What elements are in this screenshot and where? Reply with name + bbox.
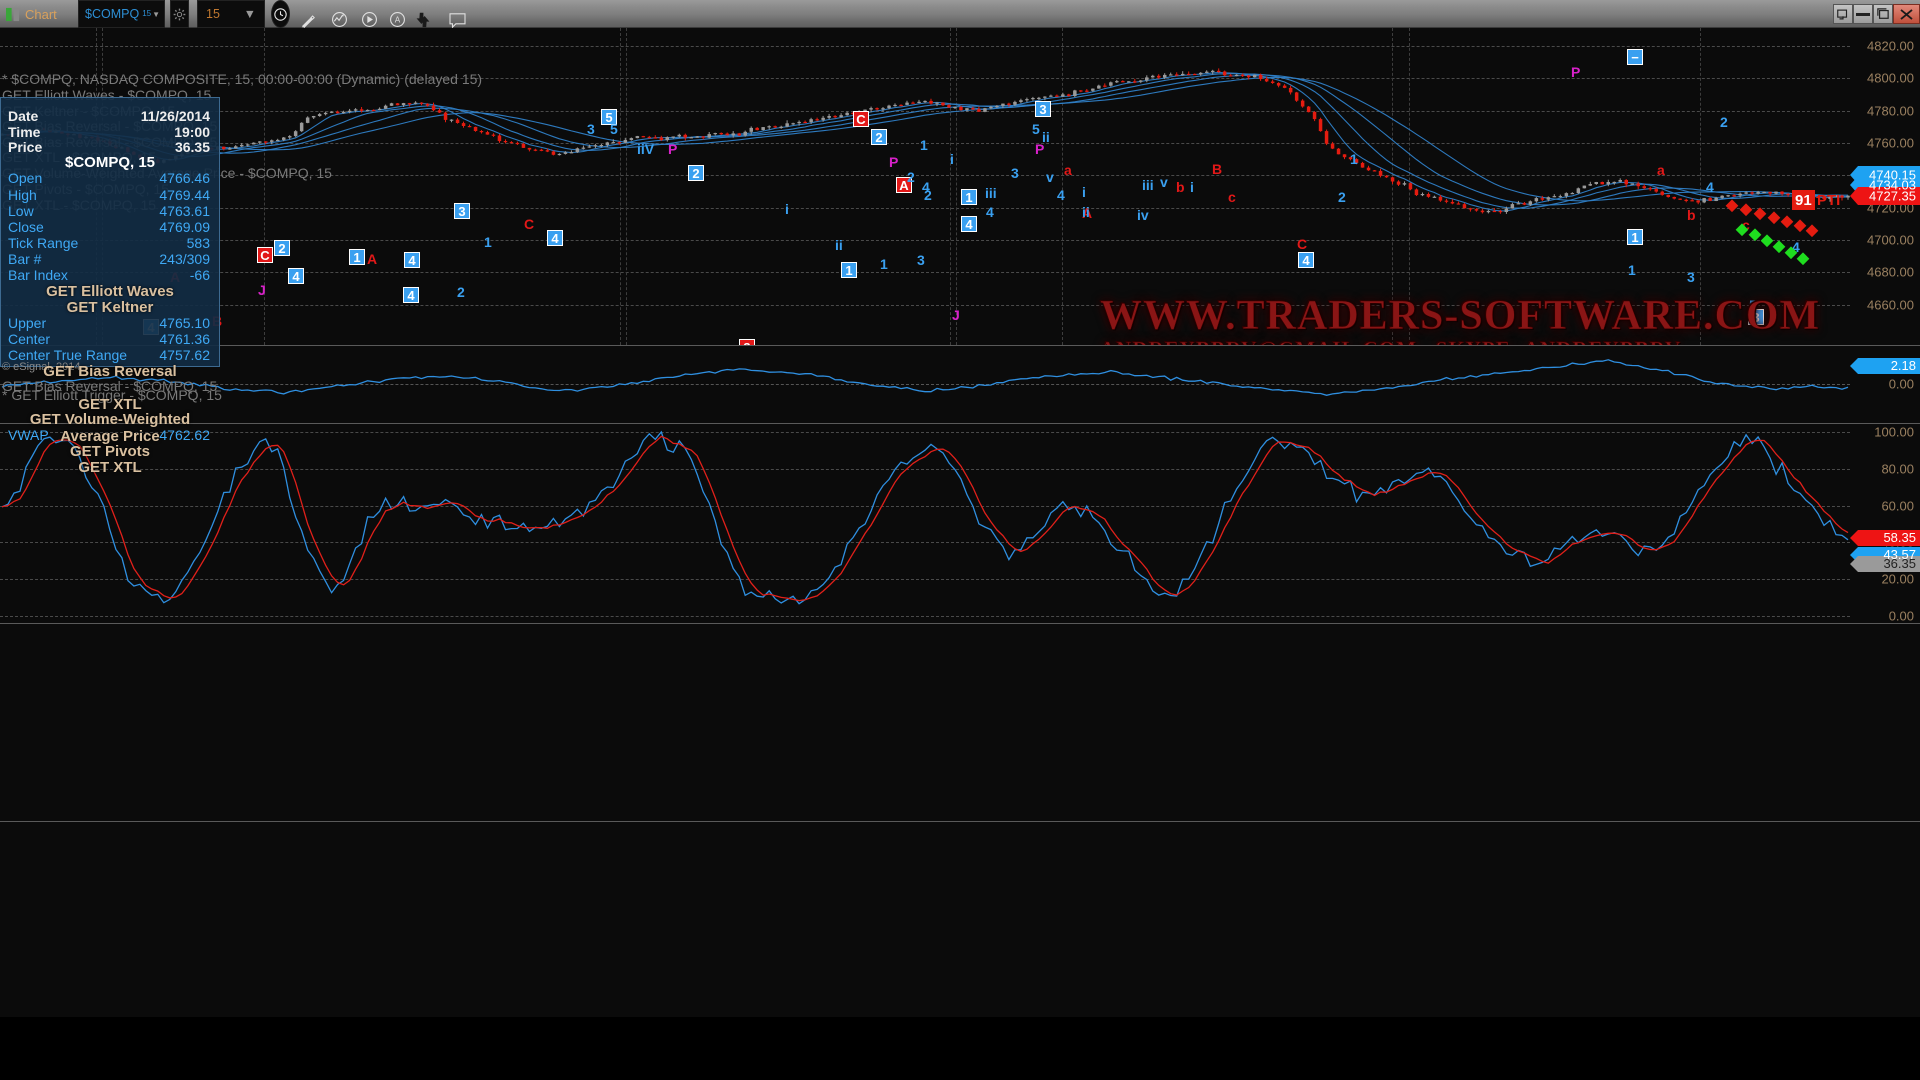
- svg-text:A: A: [395, 15, 401, 24]
- svg-text:58.35: 58.35: [1883, 530, 1916, 545]
- svg-text:36.35: 36.35: [1883, 556, 1916, 571]
- svg-text:2.18: 2.18: [1891, 358, 1916, 373]
- svg-text:4727.35: 4727.35: [1869, 189, 1916, 204]
- svg-text:91: 91: [1795, 192, 1812, 209]
- svg-text:PTI: PTI: [1817, 192, 1840, 209]
